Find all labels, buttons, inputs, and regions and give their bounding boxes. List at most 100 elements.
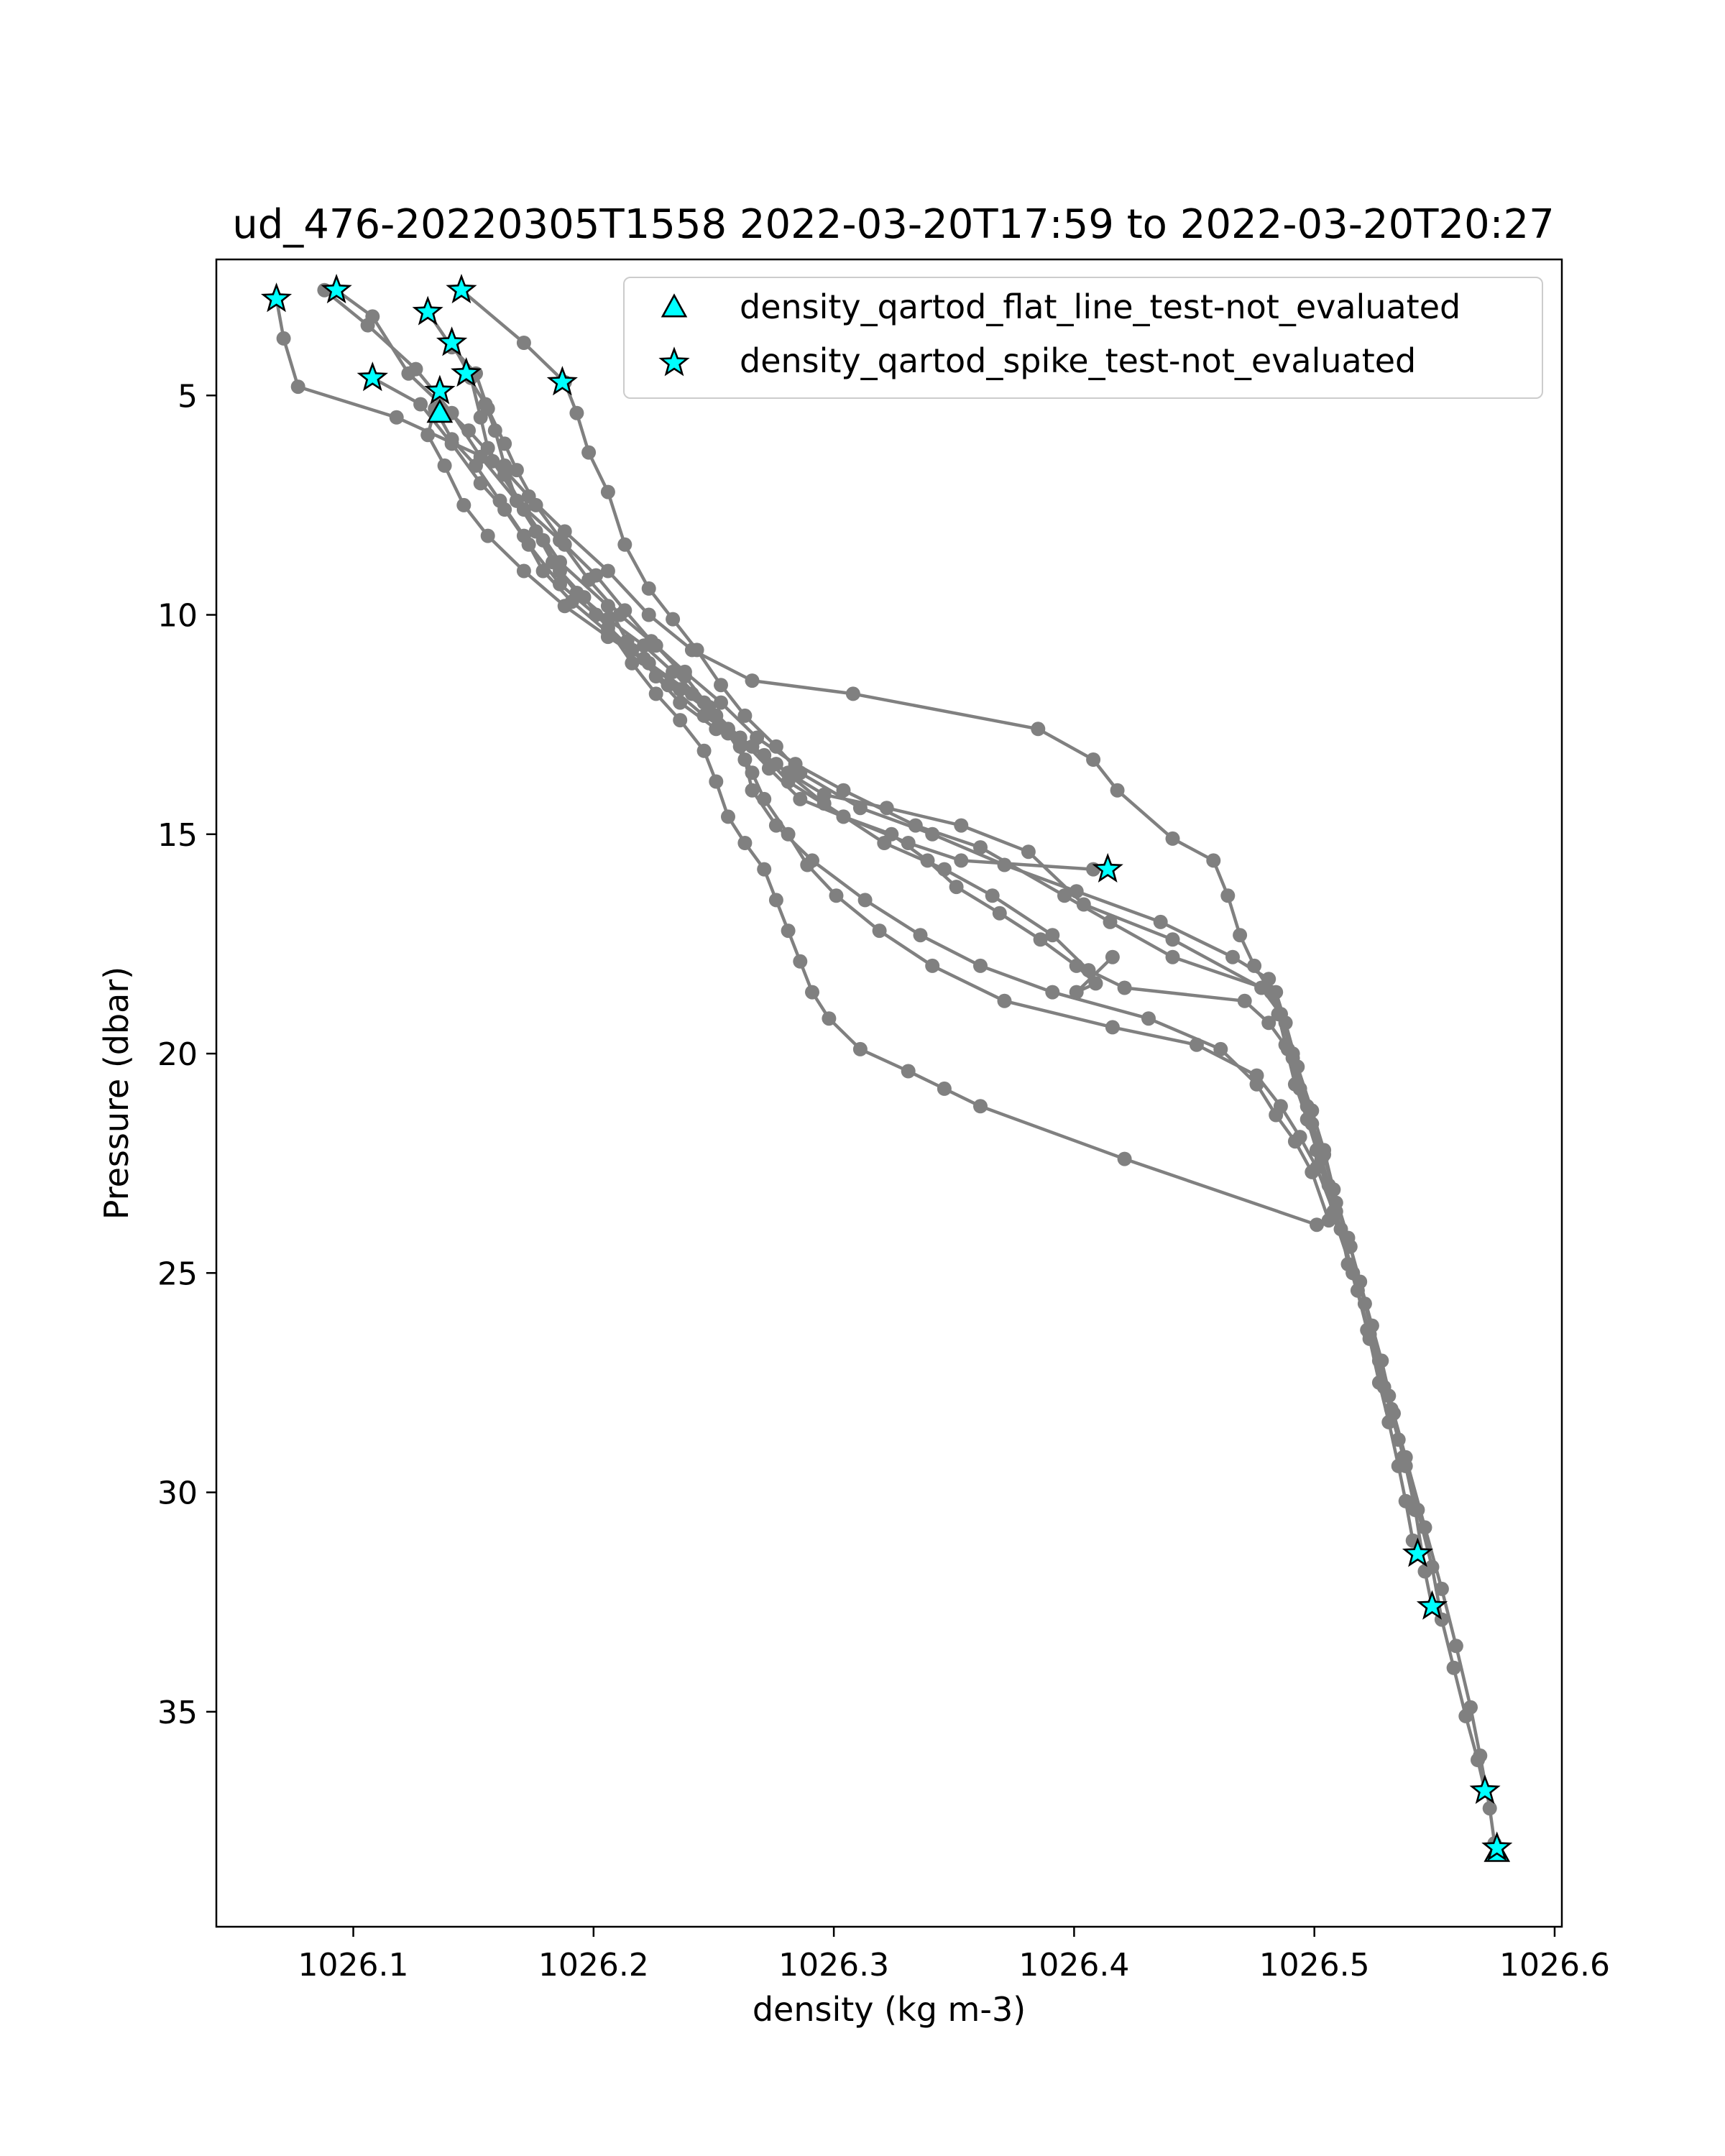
profile-point: [1165, 932, 1180, 947]
profile-point: [954, 818, 969, 833]
x-axis: 1026.1 1026.2 1026.3 1026.4 1026.5 1026.6: [298, 1927, 1610, 1984]
profile-point: [805, 853, 819, 868]
spike-flag-marker: [1416, 1590, 1448, 1620]
spike-flag-marker: [1402, 1537, 1434, 1567]
profile-series: [317, 282, 1120, 1000]
profile-point: [750, 730, 765, 745]
profile-point: [737, 836, 753, 850]
profile-point: [473, 449, 488, 464]
profile-point: [696, 743, 712, 758]
y-tick-label: 20: [157, 1036, 198, 1073]
profile-point: [901, 836, 916, 850]
y-tick-label: 5: [178, 378, 198, 415]
profile-point: [641, 607, 656, 622]
profile-point: [920, 853, 935, 868]
profile-point: [1300, 1099, 1315, 1114]
profile-point: [997, 857, 1012, 872]
spike-flag-marker: [1092, 852, 1123, 883]
profile-point: [709, 774, 724, 789]
y-tick-label: 10: [157, 598, 198, 635]
profile-point: [852, 1041, 868, 1056]
profile-point: [1220, 888, 1236, 903]
x-tick-label: 1026.3: [778, 1947, 889, 1984]
profile-point: [420, 428, 436, 443]
y-axis: 5 10 15 20 25 30 35: [157, 378, 216, 1731]
y-tick-label: 30: [157, 1475, 198, 1512]
profile-point: [1069, 985, 1084, 1000]
profile-point: [836, 783, 851, 798]
profile-point: [1249, 1077, 1264, 1092]
profile-point: [1434, 1581, 1449, 1596]
profile-point: [1105, 949, 1120, 964]
profile-point: [637, 651, 651, 666]
profile-point: [553, 533, 567, 548]
profile-point: [1261, 1015, 1276, 1031]
x-tick-label: 1026.1: [298, 1947, 409, 1984]
profile-series: [420, 305, 1492, 1798]
profile-point: [1237, 993, 1252, 1008]
profile-point: [408, 361, 423, 377]
profile-point: [992, 906, 1007, 921]
profile-point: [973, 840, 988, 855]
legend-triangle-marker: [661, 293, 688, 318]
spike-flag-marker: [1469, 1774, 1501, 1805]
profile-point: [1321, 1213, 1336, 1228]
spike-flag-marker: [451, 356, 482, 387]
profile-point: [1213, 1041, 1228, 1056]
profile-point: [985, 888, 1000, 903]
profile-point: [1069, 958, 1084, 973]
profile-point: [677, 669, 692, 683]
profile-point: [949, 880, 964, 895]
profile-point: [937, 1081, 952, 1096]
profile-point: [768, 739, 783, 754]
x-tick-label: 1026.6: [1499, 1947, 1610, 1984]
plot-area: [260, 273, 1513, 1862]
profile-point: [1398, 1493, 1413, 1508]
y-axis-label: Pressure (dbar): [97, 967, 136, 1220]
profile-point: [473, 410, 488, 425]
spike-flag-marker: [446, 273, 477, 304]
profile-point: [1269, 1107, 1284, 1123]
profile-point: [1033, 932, 1048, 947]
profile-point: [1206, 853, 1221, 868]
profile-point: [884, 826, 899, 842]
profile-point: [1376, 1380, 1392, 1395]
profile-point: [757, 862, 772, 877]
profile-point: [1261, 972, 1276, 987]
profile-point: [1287, 1134, 1302, 1149]
profile-point: [925, 826, 940, 842]
profile-point: [1103, 914, 1118, 929]
profile-point: [1482, 1801, 1497, 1816]
x-tick-label: 1026.2: [538, 1947, 649, 1984]
profile-point: [852, 801, 868, 816]
profile-point: [793, 765, 808, 780]
y-tick-label: 25: [157, 1256, 198, 1292]
profile-point: [641, 581, 656, 596]
profile-point: [1141, 1011, 1156, 1026]
legend-label-spike: density_qartod_spike_test-not_evaluated: [740, 341, 1416, 380]
profile-point: [745, 783, 760, 798]
profile-point: [553, 576, 567, 591]
profile-point: [600, 563, 615, 579]
profile-point: [805, 985, 819, 1000]
profile-point: [1446, 1660, 1461, 1675]
profile-point: [444, 432, 459, 447]
spike-flag-marker: [412, 295, 443, 326]
spike-flag-marker: [424, 374, 456, 405]
profile-point: [1473, 1748, 1488, 1763]
profile-point: [600, 620, 615, 635]
profile-point: [1305, 1164, 1320, 1179]
profile-point: [1165, 949, 1180, 964]
spike-flag-marker: [546, 366, 578, 396]
profile-point: [1045, 928, 1060, 943]
profile-point: [737, 752, 753, 767]
profile-point: [1153, 914, 1168, 929]
profile-point: [673, 682, 688, 697]
flat-line-flag-marker: [426, 399, 454, 423]
profile-point: [581, 572, 597, 587]
x-tick-label: 1026.4: [1018, 1947, 1129, 1984]
profile-point: [535, 563, 551, 579]
spike-flag-marker: [436, 326, 468, 356]
profile-point: [1233, 928, 1248, 943]
axes-frame: [215, 258, 1563, 1928]
